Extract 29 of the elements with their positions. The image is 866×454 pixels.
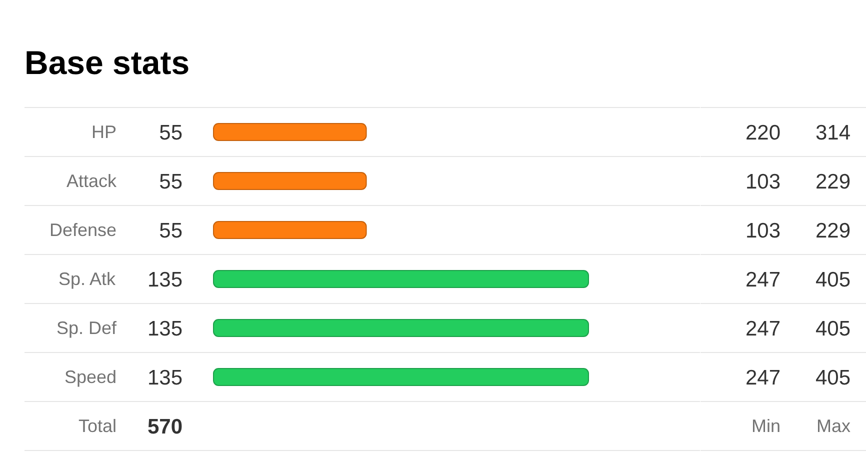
text: 314 (815, 122, 851, 144)
text: 247 (745, 268, 781, 292)
y-tick-label: Defense (49, 220, 117, 240)
text: 570 (147, 416, 183, 438)
y-tick-label: Sp. Def (56, 318, 118, 338)
text: 247 (745, 366, 781, 390)
data-label: 55 (159, 122, 182, 144)
text: 229 (815, 220, 851, 242)
text: 220 (745, 122, 781, 144)
y-tick-label: Speed (64, 367, 117, 387)
text: Max (816, 416, 851, 436)
y-tick-label: HP (91, 122, 117, 142)
data-label: 55 (159, 170, 182, 194)
text: 405 (815, 318, 851, 340)
text: 103 (745, 170, 781, 194)
text: 405 (815, 366, 851, 390)
y-tick-label: Attack (66, 171, 118, 191)
text: Min (751, 416, 781, 436)
data-label: 55 (159, 220, 182, 242)
text: 405 (815, 268, 851, 292)
text: 229 (815, 170, 851, 194)
data-label: 135 (147, 268, 183, 292)
text: 103 (745, 220, 781, 242)
chart-title: Base stats (24, 44, 190, 81)
data-label: 135 (147, 318, 183, 340)
data-label: 135 (147, 366, 183, 390)
text: 247 (745, 318, 781, 340)
y-tick-label: Sp. Atk (58, 269, 117, 289)
text: Total (78, 416, 117, 436)
